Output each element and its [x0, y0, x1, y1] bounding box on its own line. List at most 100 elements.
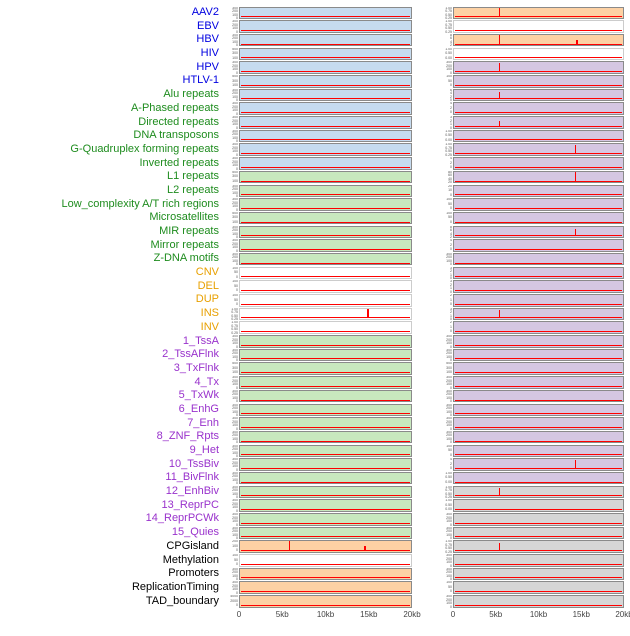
- feature-row: 8_ZNF_Rpts 300 200 100 0 300 200 100 0: [0, 430, 630, 444]
- feature-row: CNV 100 50 0 3 2 1 0: [0, 266, 630, 280]
- left-panel-yticks: 300 200 100 0: [222, 472, 239, 485]
- y-tick-label: 50: [234, 297, 238, 302]
- right-panel-yticks: 300 200 100 0: [434, 335, 453, 348]
- x-tick-label: 0: [450, 610, 456, 620]
- y-tick-label: 40: [448, 176, 452, 181]
- y-tick-label: 0.00: [445, 507, 452, 512]
- x-tick-label: 5kb: [275, 610, 289, 620]
- y-tick-label: 100: [446, 198, 452, 202]
- signal-baseline: [455, 166, 622, 168]
- y-tick-label: 300: [232, 458, 238, 462]
- y-tick-label: 0: [236, 358, 238, 362]
- y-tick-label: 0: [450, 70, 452, 74]
- signal-baseline: [455, 98, 622, 100]
- column-gap: [412, 300, 434, 301]
- column-gap: [412, 450, 434, 451]
- signal-baseline: [455, 29, 622, 31]
- signal-baseline: [241, 536, 410, 538]
- y-tick-label: 0: [236, 495, 238, 499]
- y-tick-label: 300: [232, 198, 238, 202]
- right-panel-yticks: 86420: [434, 226, 453, 239]
- y-tick-label: 300: [232, 129, 238, 133]
- left-signal-panel: [239, 389, 412, 403]
- y-tick-label: 0: [450, 329, 452, 334]
- y-tick-label: 0: [236, 16, 238, 20]
- y-tick-label: 1.00: [445, 499, 452, 503]
- row-label: Methylation: [162, 553, 219, 566]
- left-panel-yticks: 500 300 100: [222, 48, 239, 61]
- signal-baseline: [241, 372, 410, 373]
- signal-baseline: [241, 262, 410, 264]
- signal-baseline: [455, 207, 622, 209]
- right-signal-panel: [453, 554, 624, 567]
- y-tick-label: 2: [450, 160, 452, 165]
- signal-baseline: [455, 399, 622, 401]
- left-panel-yticks: 300 200 100 0: [222, 486, 239, 499]
- y-tick-label: 0.50: [445, 491, 452, 496]
- signal-baseline: [241, 509, 410, 510]
- y-tick-label: 0.75: [231, 310, 238, 315]
- feature-row: Promoters 300 200 100 0 300 200 100 0: [0, 567, 630, 581]
- y-tick-label: 0: [450, 317, 452, 321]
- y-tick-label: 200: [232, 337, 238, 342]
- y-tick-label: 0: [450, 192, 452, 197]
- column-gap: [412, 368, 434, 369]
- y-tick-label: 300: [232, 225, 238, 229]
- column-gap: [412, 272, 434, 273]
- row-label: EBV: [196, 19, 219, 32]
- y-tick-label: 0: [236, 288, 238, 293]
- signal-baseline: [455, 194, 622, 196]
- y-tick-label: 300: [232, 513, 238, 517]
- column-gap: [412, 26, 434, 27]
- y-tick-label: 100: [232, 423, 238, 428]
- signal-baseline: [455, 71, 622, 72]
- y-tick-label: 100: [232, 108, 238, 113]
- y-tick-label: 4: [450, 102, 452, 106]
- y-tick-label: 100: [232, 477, 238, 482]
- left-panel-yticks: 300 200 100 0: [222, 61, 239, 74]
- left-signal-panel: [239, 266, 412, 280]
- signal-baseline: [455, 317, 622, 319]
- row-label: DUP: [195, 293, 219, 306]
- y-tick-label: 2: [450, 242, 452, 247]
- right-panel-yticks: 300 200 100 0: [434, 61, 453, 74]
- y-tick-label: 1: [450, 313, 452, 318]
- feature-row: DEL 100 50 0 3 2 1 0: [0, 280, 630, 294]
- left-signal-panel: [239, 129, 412, 143]
- signal-baseline: [241, 153, 410, 154]
- column-gap: [412, 190, 434, 191]
- y-tick-label: 2: [450, 461, 452, 466]
- left-signal-panel: [239, 184, 412, 198]
- y-tick-label: 0: [236, 152, 238, 156]
- feature-row: Alu repeats 300 200 100 0 6 4 2 0: [0, 88, 630, 102]
- right-signal-panel: [453, 444, 624, 458]
- y-tick-label: 200: [232, 241, 238, 246]
- y-tick-label: 300: [446, 513, 452, 517]
- y-tick-label: 4: [450, 231, 452, 236]
- signal-baseline: [241, 317, 410, 319]
- right-signal-panel: [453, 389, 624, 403]
- signal-spike: [498, 92, 501, 100]
- feature-row: 6_EnhG 300 200 100 0 300 200 100 0: [0, 403, 630, 417]
- y-tick-label: 1.00: [445, 6, 452, 10]
- y-tick-label: 2: [450, 282, 452, 287]
- y-tick-label: 100: [232, 67, 238, 72]
- right-panel-yticks: 300 200 100 0: [434, 527, 453, 540]
- right-signal-panel: [453, 61, 624, 74]
- signal-baseline: [455, 125, 622, 127]
- y-tick-label: 0: [450, 413, 452, 417]
- y-tick-label: 100: [232, 163, 238, 168]
- right-panel-yticks: 1.000.750.500.250.00: [434, 486, 453, 499]
- signal-spike: [498, 309, 501, 319]
- y-tick-label: 0: [450, 385, 452, 389]
- signal-baseline: [241, 125, 410, 127]
- y-tick-label: 100: [232, 519, 238, 524]
- y-tick-label: 3: [450, 266, 452, 270]
- signal-baseline: [241, 344, 410, 346]
- y-tick-label: 100: [232, 370, 238, 375]
- y-tick-label: 300: [446, 252, 452, 256]
- right-panel-yticks: 1.00 0.50 0.00: [434, 48, 453, 61]
- y-tick-label: 0.50: [445, 26, 452, 31]
